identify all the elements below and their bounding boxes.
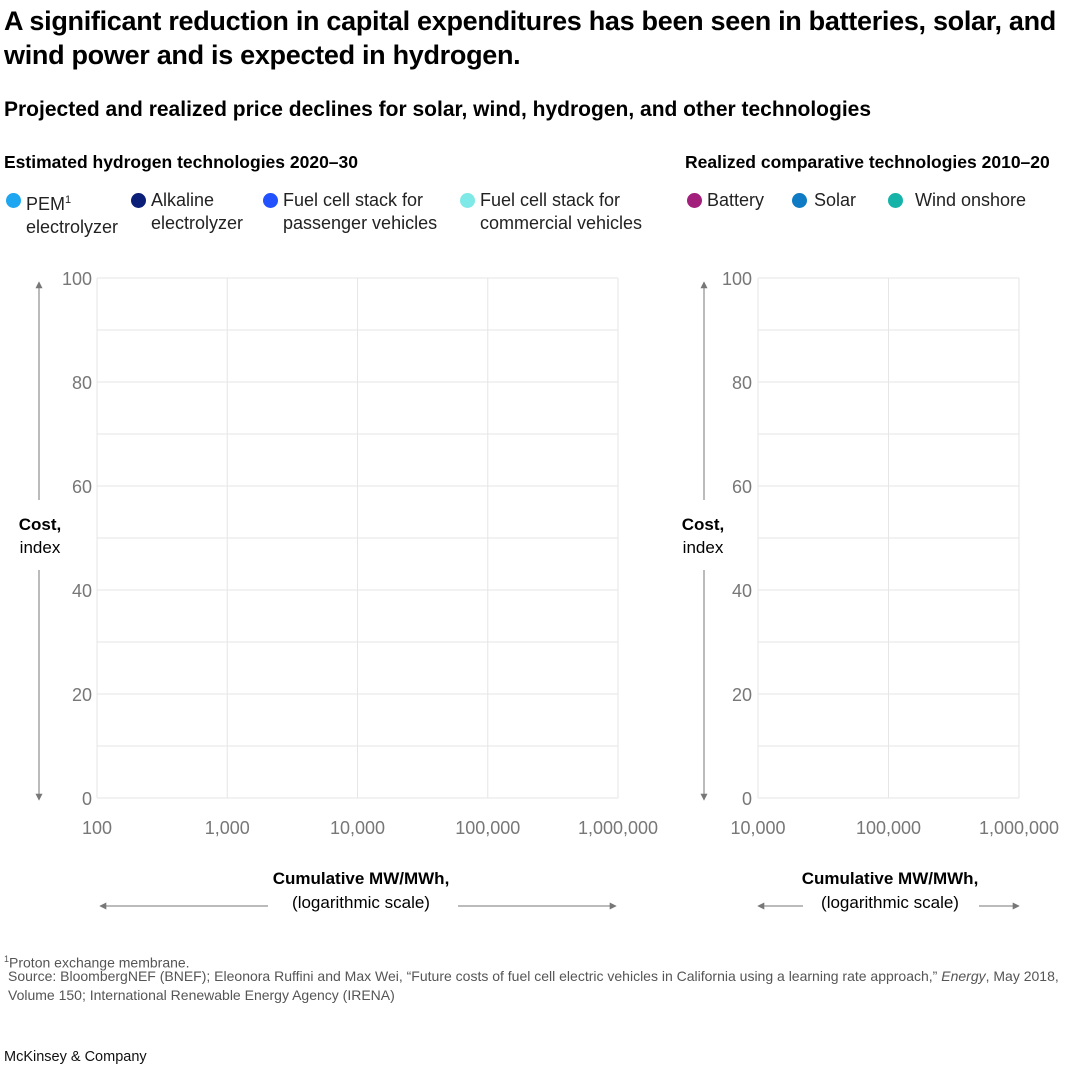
legend-wind-onshore: Wind onshore <box>886 189 1026 212</box>
x-tick-label: 10,000 <box>730 818 785 838</box>
x-tick-label: 100,000 <box>856 818 921 838</box>
chart-subtitle: Projected and realized price declines fo… <box>4 98 872 121</box>
footnote-marker: 1 <box>4 954 10 964</box>
legend-dot-icon <box>131 193 146 208</box>
legend-dot-icon <box>888 193 903 208</box>
legend-solar: Solar <box>790 189 856 212</box>
x-tick-label: 1,000,000 <box>979 818 1059 838</box>
legend-alkaline-electrolyzer: Alkaline electrolyzer <box>129 189 243 235</box>
legend-label: Battery <box>707 190 765 210</box>
y-axis-note: index <box>682 538 724 557</box>
legend-dot-icon <box>792 193 807 208</box>
legend-fuel-cell-passenger: Fuel cell stack for passenger vehicles <box>261 189 437 235</box>
legend-label-line2: electrolyzer <box>26 217 119 237</box>
legend-label: Alkaline <box>151 190 215 210</box>
source-journal: Energy <box>941 968 986 984</box>
legend-label: Fuel cell stack for <box>480 190 621 210</box>
legend-label-line2: electrolyzer <box>151 213 244 233</box>
right-x-axis-title: Cumulative MW/MWh, (logarithmic scale) <box>765 867 1015 915</box>
legend-label-line2: passenger vehicles <box>283 213 438 233</box>
legend-label: PEM <box>26 194 66 214</box>
x-tick-label: 1,000 <box>205 818 250 838</box>
legend-dot-icon <box>687 193 702 208</box>
y-tick-label: 0 <box>742 789 752 809</box>
x-axis-label: Cumulative MW/MWh, <box>272 869 450 888</box>
footnote-marker: 1 <box>65 194 72 206</box>
footnote-text: Proton exchange membrane. <box>9 954 190 971</box>
y-tick-label: 40 <box>732 581 752 601</box>
y-tick-label: 0 <box>82 789 92 809</box>
legend-label: Fuel cell stack for <box>283 190 424 210</box>
right-panel-title: Realized comparative technologies 2010–2… <box>685 152 1050 172</box>
source-note: Source: BloombergNEF (BNEF); Eleonora Ru… <box>8 967 1073 1005</box>
footnote: 1Proton exchange membrane. <box>4 950 190 973</box>
legend-label: Wind onshore <box>915 190 1027 210</box>
source-text-suffix: , May 2018, Volume 150; International Re… <box>8 968 1059 1003</box>
legend-label: Solar <box>814 190 857 210</box>
y-tick-label: 20 <box>72 685 92 705</box>
chart-title: A significant reduction in capital expen… <box>4 6 1056 70</box>
chart-panel-1: 100 1,000 10,000 100,000 1,000,000 0 20 40 60 80 1… <box>35 269 658 910</box>
y-tick-label: 40 <box>72 581 92 601</box>
y-axis-note: index <box>19 538 61 557</box>
y-tick-label: 60 <box>732 477 752 497</box>
legend-dot-icon <box>6 193 21 208</box>
y-tick-label: 100 <box>722 269 752 289</box>
legend-pem-electrolyzer: PEM1 electrolyzer <box>4 189 118 239</box>
left-x-axis-title: Cumulative MW/MWh, (logarithmic scale) <box>236 867 486 915</box>
left-panel-title: Estimated hydrogen technologies 2020–30 <box>4 152 359 172</box>
right-y-axis-title: Cost, index <box>668 513 738 559</box>
brand-logo-text: McKinsey & Company <box>4 1049 147 1065</box>
y-tick-label: 20 <box>732 685 752 705</box>
x-tick-label: 100,000 <box>455 818 520 838</box>
legend-battery: Battery <box>685 189 764 212</box>
legend-label-line2: commercial vehicles <box>480 213 643 233</box>
y-axis-label: Cost, <box>18 515 62 534</box>
source-text: Source: BloombergNEF (BNEF); Eleonora Ru… <box>8 968 942 984</box>
x-tick-label: 10,000 <box>330 818 385 838</box>
x-tick-label: 100 <box>82 818 112 838</box>
legend-dot-icon <box>263 193 278 208</box>
x-axis-label: Cumulative MW/MWh, <box>801 869 979 888</box>
y-tick-label: 80 <box>72 373 92 393</box>
x-axis-note: (logarithmic scale) <box>821 893 959 912</box>
x-axis-note: (logarithmic scale) <box>292 893 430 912</box>
y-tick-label: 60 <box>72 477 92 497</box>
chart-panel-2: 10,000 100,000 1,000,000 0 20 40 60 80 100 <box>700 269 1059 910</box>
legend-dot-icon <box>460 193 475 208</box>
y-axis-label: Cost, <box>681 515 725 534</box>
x-tick-label: 1,000,000 <box>578 818 658 838</box>
legend-fuel-cell-commercial: Fuel cell stack for commercial vehicles <box>458 189 642 235</box>
y-tick-label: 100 <box>62 269 92 289</box>
left-y-axis-title: Cost, index <box>5 513 75 559</box>
y-tick-label: 80 <box>732 373 752 393</box>
